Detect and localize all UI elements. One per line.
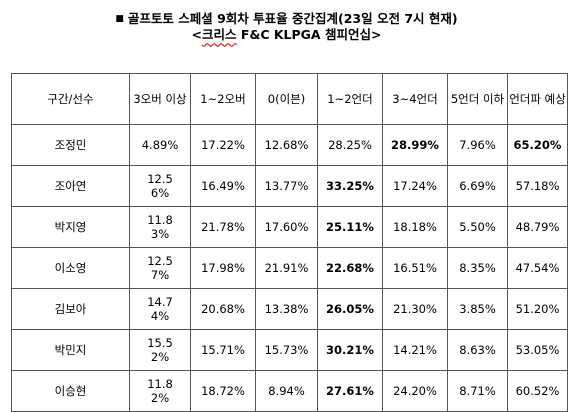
vote-rate-cell: 21.91% [255,247,318,289]
table-row: 조아연 12.56% 16.49% 13.77% 33.25% 17.24% 6.69% 57… [11,165,568,207]
vote-rate-cell: 27.61% [317,370,383,412]
vote-rate-cell: 47.54% [507,247,568,289]
vote-rate-cell: 18.72% [190,370,256,412]
vote-rate-cell: 14.74% [129,288,191,330]
vote-rate-cell: 8.35% [447,247,508,289]
vote-rate-cell: 13.77% [255,165,318,207]
vote-rate-cell: 65.20% [507,124,568,166]
vote-rate-cell: 15.52% [129,329,191,371]
player-name-cell: 박지영 [11,206,130,248]
vote-rate-cell: 57.18% [507,165,568,207]
vote-rate-cell: 21.78% [190,206,256,248]
vote-rate-cell: 25.11% [317,206,383,248]
table-row: 박지영 11.83% 21.78% 17.60% 25.11% 18.18% 5.50% 48… [11,206,568,248]
vote-rate-cell: 8.94% [255,370,318,412]
vote-rate-cell: 51.20% [507,288,568,330]
title-line-2: <크리스 F&C KLPGA 챔피언십> [0,27,573,43]
player-name-cell: 조정민 [11,124,130,166]
vote-rate-cell: 22.68% [317,247,383,289]
vote-rate-cell: 20.68% [190,288,256,330]
table-row: 이승현 11.82% 18.72% 8.94% 27.61% 24.20% 8.71% 60.… [11,370,568,412]
table-row: 박민지 15.52% 15.71% 15.73% 30.21% 14.21% 8.63% 53… [11,329,568,371]
vote-rate-cell: 3.85% [447,288,508,330]
column-header: 1~2언더 [317,73,383,125]
title-spellcheck-word: 크리스 [202,27,237,42]
table-row: 이소영 12.57% 17.98% 21.91% 22.68% 16.51% 8.35% 47… [11,247,568,289]
vote-rate-cell: 16.51% [382,247,448,289]
vote-rate-cell: 33.25% [317,165,383,207]
title-line-1: ■ 골프토토 스페셜 9회차 투표율 중간집계(23일 오전 7시 현재) [0,11,573,27]
player-name-cell: 조아연 [11,165,130,207]
vote-rate-cell: 26.05% [317,288,383,330]
vote-rate-cell: 48.79% [507,206,568,248]
vote-rate-cell: 13.38% [255,288,318,330]
vote-rate-cell: 6.69% [447,165,508,207]
vote-rate-cell: 4.89% [129,124,191,166]
column-header: 5언더 이하 [447,73,508,125]
table-row: 김보아 14.74% 20.68% 13.38% 26.05% 21.30% 3.85% 51… [11,288,568,330]
vote-rate-cell: 30.21% [317,329,383,371]
player-name-cell: 김보아 [11,288,130,330]
column-header: 언더파 예상 [507,73,568,125]
player-name-cell: 박민지 [11,329,130,371]
player-name-cell: 이승현 [11,370,130,412]
vote-rate-cell: 8.63% [447,329,508,371]
vote-rate-table: 구간/선수 3오버 이상 1~2오버 0(이븐) 1~2언더 3~4언더 5언더 이하 언더파… [11,73,568,412]
vote-rate-cell: 28.99% [382,124,448,166]
vote-rate-cell: 5.50% [447,206,508,248]
vote-rate-cell: 16.49% [190,165,256,207]
vote-rate-cell: 17.24% [382,165,448,207]
vote-rate-cell: 60.52% [507,370,568,412]
vote-rate-cell: 12.57% [129,247,191,289]
title-bracket-open: < [191,27,203,42]
vote-rate-cell: 17.22% [190,124,256,166]
vote-rate-cell: 7.96% [447,124,508,166]
table-row: 조정민 4.89% 17.22% 12.68% 28.25% 28.99% 7.96% 65.… [11,124,568,166]
player-name-cell: 이소영 [11,247,130,289]
column-header: 0(이븐) [255,73,318,125]
vote-rate-cell: 17.60% [255,206,318,248]
table-body: 조정민 4.89% 17.22% 12.68% 28.25% 28.99% 7.96% 65.… [11,124,568,412]
vote-rate-cell: 8.71% [447,370,508,412]
title-text: 골프토토 스페셜 9회차 투표율 중간집계(23일 오전 7시 현재) [127,11,458,26]
vote-rate-cell: 11.83% [129,206,191,248]
vote-rate-cell: 17.98% [190,247,256,289]
vote-rate-cell: 12.68% [255,124,318,166]
vote-rate-cell: 12.56% [129,165,191,207]
vote-rate-cell: 15.71% [190,329,256,371]
vote-rate-cell: 53.05% [507,329,568,371]
table-header-row: 구간/선수 3오버 이상 1~2오버 0(이븐) 1~2언더 3~4언더 5언더 이하 언더파… [11,73,568,125]
vote-rate-cell: 14.21% [382,329,448,371]
title-event-name: F&C KLPGA 챔피언십> [236,27,382,42]
column-header: 3~4언더 [382,73,448,125]
column-header: 구간/선수 [11,73,130,125]
column-header: 1~2오버 [190,73,256,125]
column-header: 3오버 이상 [129,73,191,125]
vote-rate-cell: 15.73% [255,329,318,371]
vote-rate-cell: 11.82% [129,370,191,412]
vote-rate-cell: 18.18% [382,206,448,248]
vote-rate-cell: 24.20% [382,370,448,412]
document-title: ■ 골프토토 스페셜 9회차 투표율 중간집계(23일 오전 7시 현재) <크리… [0,11,573,43]
square-bullet-icon: ■ [115,14,124,24]
vote-rate-cell: 28.25% [317,124,383,166]
vote-rate-cell: 21.30% [382,288,448,330]
